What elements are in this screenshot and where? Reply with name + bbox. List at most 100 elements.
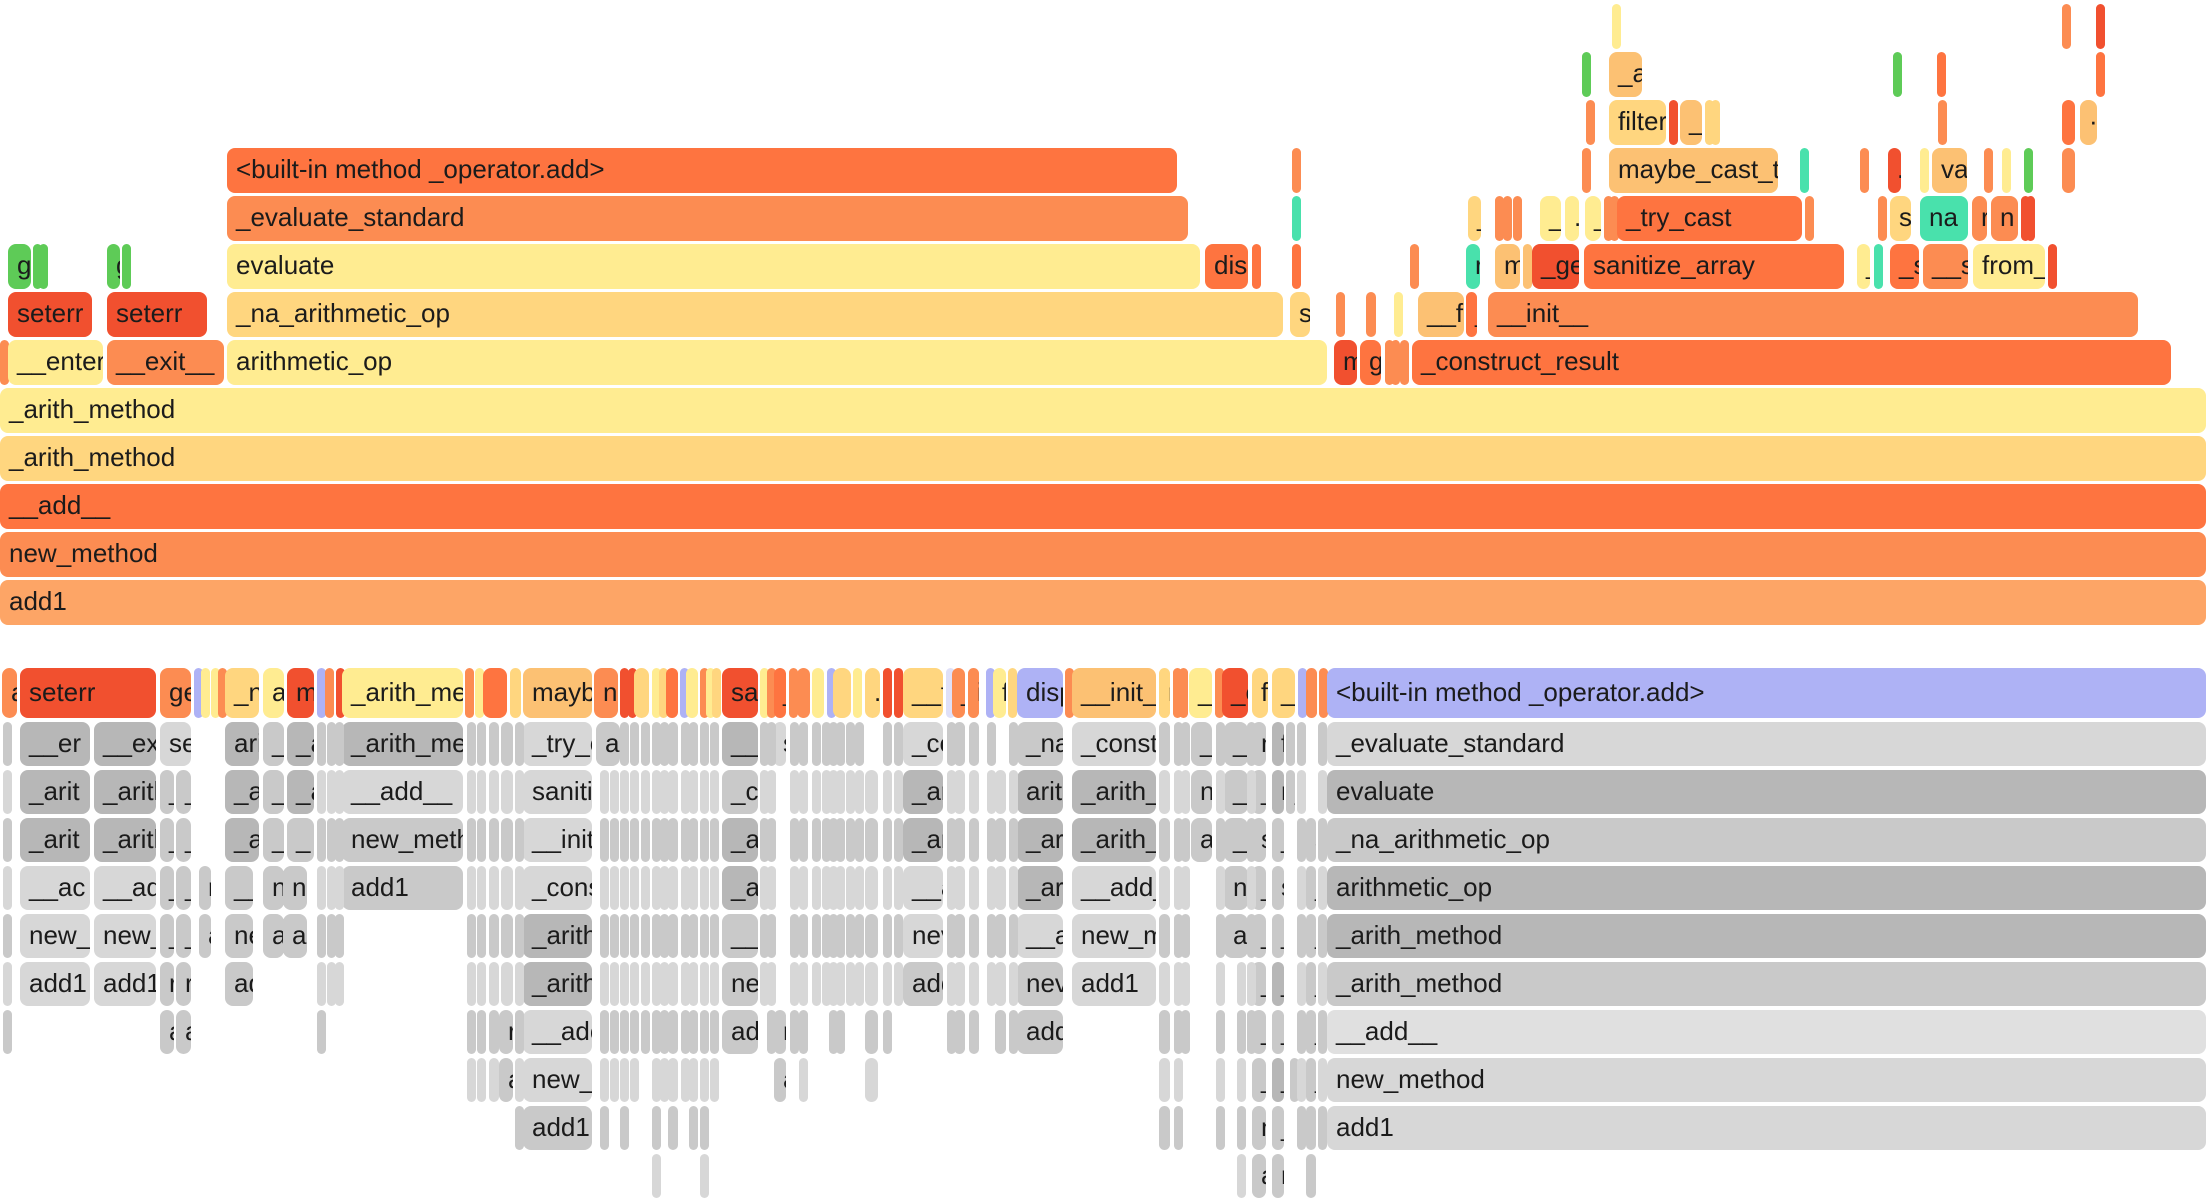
- flame-block[interactable]: _ar: [903, 818, 943, 862]
- flame-block[interactable]: [641, 962, 650, 1006]
- flame-block[interactable]: _: [1680, 100, 1702, 145]
- flame-block[interactable]: [327, 866, 336, 910]
- flame-block[interactable]: add1: [0, 580, 2206, 625]
- flame-block[interactable]: [700, 1154, 709, 1198]
- flame-block[interactable]: a: [499, 1058, 513, 1102]
- flame-block[interactable]: [1292, 196, 1301, 241]
- flame-block[interactable]: [829, 866, 838, 910]
- flame-block[interactable]: a: [263, 914, 284, 958]
- flame-block[interactable]: [883, 914, 892, 958]
- flame-block[interactable]: m: [1334, 340, 1357, 385]
- flame-block[interactable]: [767, 722, 776, 766]
- flame-block[interactable]: _: [160, 914, 174, 958]
- flame-block[interactable]: [1297, 1058, 1306, 1102]
- flame-block[interactable]: [829, 1010, 838, 1054]
- flame-block[interactable]: [652, 818, 661, 862]
- flame-block[interactable]: new_r: [523, 1058, 592, 1102]
- flame-block[interactable]: [1216, 866, 1225, 910]
- flame-block[interactable]: [641, 914, 650, 958]
- flame-block[interactable]: [760, 962, 769, 1006]
- flame-block[interactable]: [2026, 196, 2035, 241]
- flame-block[interactable]: _: [1466, 292, 1477, 337]
- flame-block[interactable]: [335, 722, 344, 766]
- flame-block[interactable]: [760, 770, 769, 814]
- flame-block[interactable]: [489, 1058, 499, 1102]
- flame-block[interactable]: [700, 770, 709, 814]
- flame-block[interactable]: [995, 818, 1006, 862]
- flame-block[interactable]: [2062, 100, 2075, 145]
- flame-block[interactable]: [327, 722, 336, 766]
- flame-block[interactable]: [465, 668, 474, 718]
- flame-block[interactable]: [689, 818, 698, 862]
- flame-block[interactable]: [799, 722, 808, 766]
- flame-block[interactable]: [652, 962, 661, 1006]
- flame-block[interactable]: [1318, 770, 1327, 814]
- flame-block[interactable]: [610, 1010, 619, 1054]
- flame-block[interactable]: [652, 770, 661, 814]
- flame-block[interactable]: n: [1191, 770, 1212, 814]
- flame-block[interactable]: __init: [523, 818, 592, 862]
- flame-block[interactable]: [790, 914, 799, 958]
- flame-block[interactable]: _ar: [1017, 818, 1063, 862]
- flame-block[interactable]: [1297, 770, 1306, 814]
- flame-block[interactable]: [1181, 914, 1190, 958]
- flame-block[interactable]: [1159, 770, 1170, 814]
- flame-block[interactable]: add1: [1072, 962, 1156, 1006]
- flame-block[interactable]: a: [1252, 1154, 1266, 1198]
- flame-block[interactable]: [812, 962, 821, 1006]
- flame-block[interactable]: [1216, 914, 1225, 958]
- flame-block[interactable]: [689, 962, 698, 1006]
- flame-block[interactable]: [317, 866, 326, 910]
- flame-block[interactable]: [668, 722, 678, 766]
- flame-block[interactable]: [317, 818, 326, 862]
- flame-block[interactable]: [829, 818, 838, 862]
- flame-block[interactable]: [3, 962, 12, 1006]
- flame-block[interactable]: _a: [287, 770, 314, 814]
- flame-block[interactable]: n: [1224, 866, 1248, 910]
- flame-block[interactable]: [947, 866, 956, 910]
- flame-block[interactable]: [681, 914, 690, 958]
- flame-block[interactable]: __se: [1923, 244, 1968, 289]
- flame-block[interactable]: [822, 914, 831, 958]
- flame-block[interactable]: [335, 866, 344, 910]
- flame-block[interactable]: __a: [903, 866, 943, 910]
- flame-block[interactable]: _arith: [523, 962, 592, 1006]
- flame-block[interactable]: i: [968, 668, 979, 718]
- flame-block[interactable]: seterr: [20, 668, 156, 718]
- flame-block[interactable]: [681, 1058, 690, 1102]
- flame-block[interactable]: [822, 962, 831, 1006]
- flame-block[interactable]: [630, 770, 639, 814]
- flame-block[interactable]: [501, 722, 513, 766]
- flame-block[interactable]: [1237, 962, 1246, 1006]
- flame-block[interactable]: [327, 962, 336, 1006]
- flame-block[interactable]: [1860, 148, 1869, 193]
- flame-block[interactable]: <built-in method _operator.add>: [1327, 668, 2206, 718]
- flame-block[interactable]: [969, 914, 979, 958]
- flame-block[interactable]: _a: [722, 866, 758, 910]
- flame-block[interactable]: f: [1252, 668, 1268, 718]
- flame-block[interactable]: _ar: [903, 770, 943, 814]
- flame-block[interactable]: _try_c: [523, 722, 592, 766]
- flame-block[interactable]: [659, 668, 668, 718]
- flame-block[interactable]: r: [176, 962, 191, 1006]
- flame-block[interactable]: _: [1585, 196, 1601, 241]
- flame-block[interactable]: [2021, 196, 2030, 241]
- flame-block[interactable]: _: [1272, 668, 1295, 718]
- flame-block[interactable]: [894, 722, 903, 766]
- flame-block[interactable]: [1247, 818, 1256, 862]
- flame-block[interactable]: [1009, 770, 1018, 814]
- flame-block[interactable]: [335, 818, 344, 862]
- flame-block[interactable]: ·: [2080, 100, 2097, 145]
- flame-block[interactable]: [689, 722, 698, 766]
- flame-block[interactable]: [995, 1010, 1006, 1054]
- flame-block[interactable]: [620, 914, 629, 958]
- flame-block[interactable]: [681, 770, 690, 814]
- flame-block[interactable]: [317, 1010, 326, 1054]
- flame-block[interactable]: [1009, 1010, 1018, 1054]
- flame-block[interactable]: [987, 818, 996, 862]
- flame-block[interactable]: [489, 866, 499, 910]
- flame-block[interactable]: [1247, 866, 1256, 910]
- flame-block[interactable]: nev: [1017, 962, 1063, 1006]
- flame-block[interactable]: [317, 914, 326, 958]
- flame-block[interactable]: _evaluate_standard: [1327, 722, 2206, 766]
